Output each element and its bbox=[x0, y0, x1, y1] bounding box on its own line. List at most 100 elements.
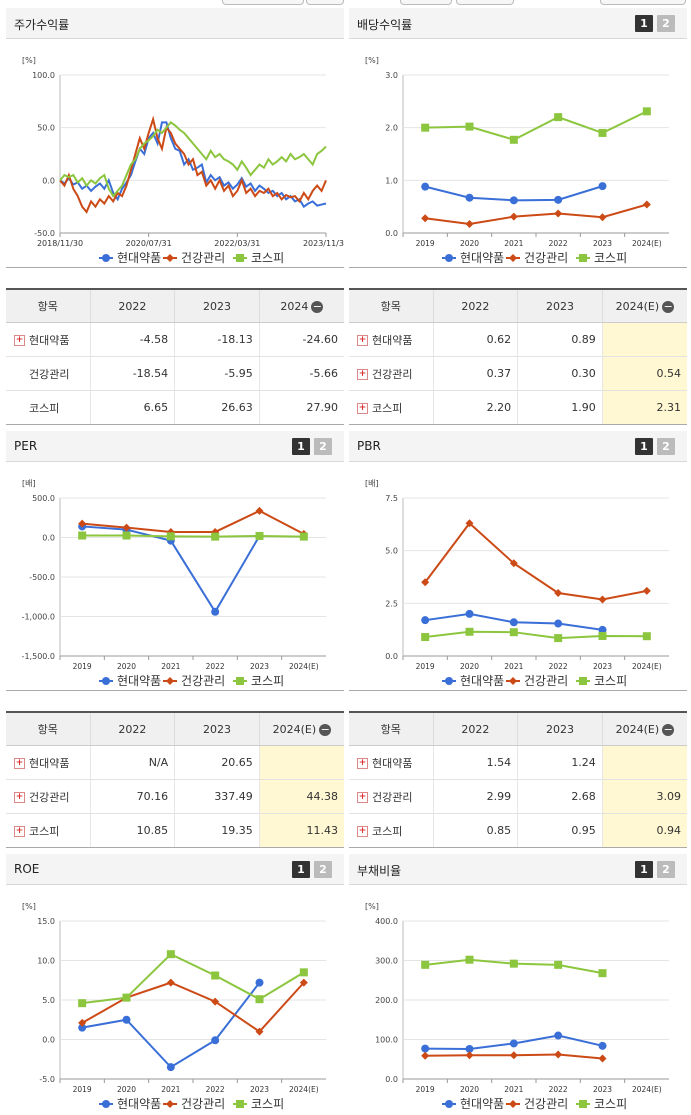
page-1-button[interactable]: 1 bbox=[635, 861, 653, 878]
data-point bbox=[421, 633, 430, 642]
row-label-cell: + 코스피 bbox=[349, 390, 433, 425]
cell-value: 19.35 bbox=[221, 824, 253, 837]
value-cell: -5.95 bbox=[174, 356, 260, 391]
unit-label: [%] bbox=[365, 902, 379, 911]
page-1-button[interactable]: 1 bbox=[635, 438, 653, 455]
column-header-label: 2024(E) bbox=[615, 722, 660, 736]
value-cell bbox=[601, 745, 687, 780]
data-point bbox=[509, 1100, 517, 1108]
data-point bbox=[445, 1100, 453, 1108]
data-point bbox=[211, 607, 220, 616]
row-label-cell: + 건강관리 bbox=[6, 779, 90, 814]
expand-plus-icon[interactable]: + bbox=[14, 758, 25, 769]
value-cell: 0.95 bbox=[517, 813, 603, 848]
y-tick-label: -50.0 bbox=[34, 229, 55, 238]
page-1-button[interactable]: 1 bbox=[635, 15, 653, 32]
x-tick-label: 2021 bbox=[504, 239, 523, 248]
toolbar-button[interactable] bbox=[600, 0, 686, 5]
row-label-cell: 건강관리 bbox=[6, 356, 90, 391]
data-point bbox=[255, 978, 264, 987]
panel-header: 주가수익률 bbox=[6, 8, 344, 39]
value-cell: 70.16 bbox=[89, 779, 175, 814]
y-tick-label: 2.0 bbox=[385, 124, 398, 133]
value-cell: 2.68 bbox=[517, 779, 603, 814]
table-row: + 현대약품 0.62 0.89 bbox=[349, 322, 687, 357]
table-row: + 현대약품 N/A 20.65 bbox=[6, 745, 344, 780]
column-header: 2024(E) − bbox=[601, 711, 687, 746]
row-label: 코스피 bbox=[372, 401, 403, 415]
value-cell: 0.85 bbox=[432, 813, 518, 848]
value-cell: 27.90 bbox=[258, 390, 344, 425]
page-2-button[interactable]: 2 bbox=[657, 15, 675, 32]
data-point bbox=[465, 1044, 474, 1053]
legend-label: 현대약품 bbox=[460, 250, 504, 265]
column-header: 항목 bbox=[6, 711, 90, 746]
collapse-icon[interactable]: − bbox=[319, 722, 332, 736]
row-label-cell: + 코스피 bbox=[6, 813, 90, 848]
data-point bbox=[122, 993, 131, 1002]
legend-label: 건강관리 bbox=[524, 1097, 568, 1111]
column-header: 2024(E) − bbox=[258, 711, 344, 746]
data-point bbox=[509, 196, 518, 205]
data-point bbox=[598, 969, 607, 978]
data-point bbox=[211, 532, 220, 541]
data-point bbox=[122, 531, 131, 540]
page-2-button[interactable]: 2 bbox=[657, 861, 675, 878]
expand-plus-icon[interactable]: + bbox=[14, 826, 25, 837]
y-tick-label: 0.0 bbox=[42, 176, 55, 185]
data-point bbox=[509, 1039, 518, 1048]
data-point bbox=[598, 1041, 607, 1050]
x-tick-label: 2023 bbox=[593, 239, 612, 248]
collapse-icon[interactable]: − bbox=[662, 722, 675, 736]
page-2-button[interactable]: 2 bbox=[314, 438, 332, 455]
legend-label: 건강관리 bbox=[524, 251, 568, 265]
row-label: 현대약품 bbox=[29, 333, 70, 347]
expand-plus-icon[interactable]: + bbox=[14, 792, 25, 803]
cell-value: 0.37 bbox=[486, 367, 512, 380]
expand-plus-icon[interactable]: + bbox=[357, 403, 368, 414]
page-2-button[interactable]: 2 bbox=[657, 438, 675, 455]
data-point bbox=[102, 677, 110, 685]
toolbar-button[interactable] bbox=[306, 0, 344, 5]
toolbar-button[interactable] bbox=[456, 0, 514, 5]
page-2-button[interactable]: 2 bbox=[314, 861, 332, 878]
panel-title: 배당수익률 bbox=[357, 18, 413, 32]
x-tick-label: 2024(E) bbox=[632, 662, 662, 671]
x-tick-label: 2023 bbox=[250, 662, 269, 671]
value-cell: 337.49 bbox=[174, 779, 260, 814]
data-point bbox=[122, 523, 131, 532]
legend-label: 현대약품 bbox=[460, 1096, 504, 1111]
page-1-button[interactable]: 1 bbox=[292, 438, 310, 455]
cell-value: -18.54 bbox=[132, 367, 169, 380]
cell-value: 2.68 bbox=[571, 790, 596, 803]
data-point bbox=[78, 999, 87, 1008]
x-tick-label: 2019 bbox=[416, 239, 435, 248]
expand-plus-icon[interactable]: + bbox=[357, 758, 368, 769]
expand-plus-icon[interactable]: + bbox=[357, 335, 368, 346]
x-tick-label: 2022/03/31 bbox=[214, 239, 260, 248]
row-label: 건강관리 bbox=[29, 367, 70, 381]
row-label: 현대약품 bbox=[372, 756, 413, 770]
toolbar-button[interactable] bbox=[400, 0, 452, 5]
expand-plus-icon[interactable]: + bbox=[14, 335, 25, 346]
page-1-button[interactable]: 1 bbox=[292, 861, 310, 878]
table-row: + 코스피 10.85 19.35 11.43 bbox=[6, 813, 344, 848]
expand-plus-icon[interactable]: + bbox=[357, 369, 368, 380]
toolbar-button[interactable] bbox=[222, 0, 304, 5]
expand-plus-icon[interactable]: + bbox=[357, 792, 368, 803]
value-cell bbox=[601, 322, 687, 357]
x-tick-label: 2018/11/30 bbox=[37, 239, 83, 248]
row-label: 코스피 bbox=[29, 401, 60, 415]
pbr-table: 항목 2022 2023 2024(E) − + 현대약품 1.54 1.24 + 건강관리 2.99… bbox=[349, 711, 687, 848]
data-point bbox=[236, 1100, 244, 1108]
x-tick-label: 2023 bbox=[593, 1085, 612, 1094]
expand-plus-icon[interactable]: + bbox=[357, 826, 368, 837]
row-label-cell: + 현대약품 bbox=[349, 322, 433, 357]
value-cell: -5.66 bbox=[258, 356, 344, 391]
y-tick-label: -500.0 bbox=[29, 573, 55, 582]
collapse-icon[interactable]: − bbox=[311, 299, 324, 313]
collapse-icon[interactable]: − bbox=[662, 299, 675, 313]
per-table: 항목 2022 2023 2024(E) − + 현대약품 N/A 20.65 + 건강관리 70.1… bbox=[6, 711, 344, 848]
